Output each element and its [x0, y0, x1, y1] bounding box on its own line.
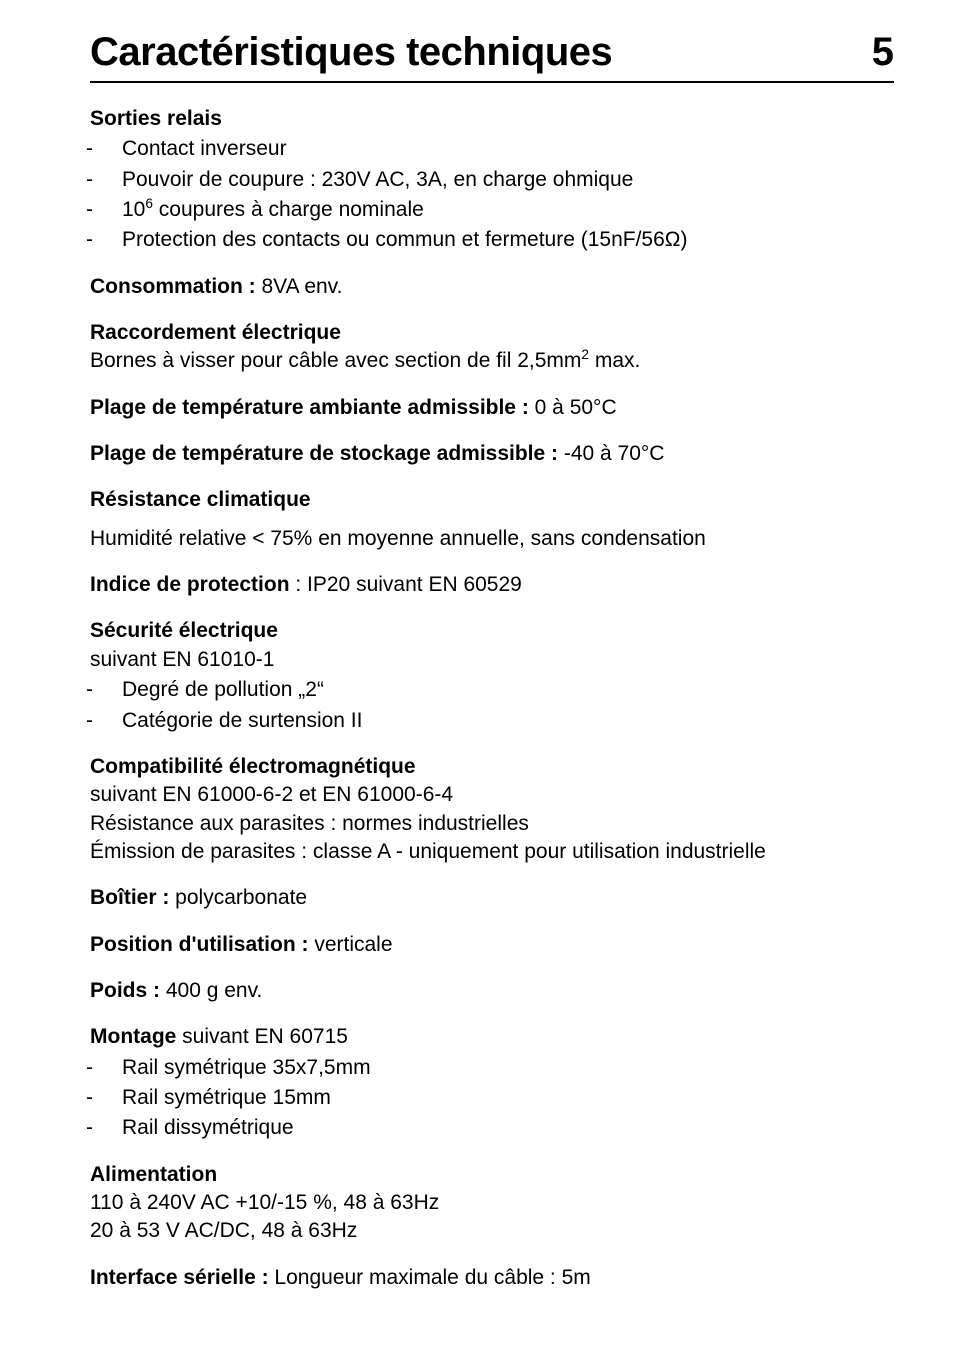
list-securite: Degré de pollution „2“ Catégorie de surt… — [90, 676, 894, 735]
list-item: Pouvoir de coupure : 230V AC, 3A, en cha… — [90, 166, 894, 194]
value: : IP20 suivant EN 60529 — [290, 573, 522, 596]
section-securite-electrique: Sécurité électrique suivant EN 61010-1 D… — [90, 617, 894, 734]
value: 400 g env. — [160, 979, 262, 1002]
list-montage: Rail symétrique 35x7,5mm Rail symétrique… — [90, 1054, 894, 1143]
list-item: Rail symétrique 35x7,5mm — [90, 1054, 894, 1082]
section-montage: Montage suivant EN 60715 Rail symétrique… — [90, 1023, 894, 1142]
label: Indice de protection — [90, 573, 290, 596]
list-item: Degré de pollution „2“ — [90, 676, 894, 704]
section-compatibilite-em: Compatibilité électromagnétique suivant … — [90, 753, 894, 866]
section-boitier: Boîtier : polycarbonate — [90, 884, 894, 912]
list-item: Contact inverseur — [90, 135, 894, 163]
section-title: Alimentation — [90, 1161, 894, 1189]
label: Consommation : — [90, 275, 256, 298]
section-line: suivant EN 61000-6-2 et EN 61000-6-4 — [90, 781, 894, 809]
label: Montage — [90, 1025, 176, 1048]
value: 0 à 50°C — [529, 396, 617, 419]
value: verticale — [308, 933, 392, 956]
list-item: Catégorie de surtension II — [90, 707, 894, 735]
section-temp-stockage: Plage de température de stockage admissi… — [90, 440, 894, 468]
section-text: Humidité relative < 75% en moyenne annue… — [90, 525, 894, 553]
value: -40 à 70°C — [558, 442, 664, 465]
list-item: Rail dissymétrique — [90, 1114, 894, 1142]
section-title: Compatibilité électromagnétique — [90, 753, 894, 781]
label: Position d'utilisation : — [90, 933, 308, 956]
label: Plage de température ambiante admissible… — [90, 396, 529, 419]
label: Interface sérielle : — [90, 1266, 269, 1289]
section-title: Résistance climatique — [90, 486, 894, 514]
page: Caractéristiques techniques 5 Sorties re… — [0, 0, 954, 1350]
section-raccordement: Raccordement électrique Bornes à visser … — [90, 319, 894, 376]
section-line: Résistance aux parasites : normes indust… — [90, 810, 894, 838]
section-consommation: Consommation : 8VA env. — [90, 273, 894, 301]
section-title: Sorties relais — [90, 105, 894, 133]
section-title: Raccordement électrique — [90, 319, 894, 347]
section-resistance-climatique: Résistance climatique Humidité relative … — [90, 486, 894, 553]
label: Plage de température de stockage admissi… — [90, 442, 558, 465]
list-item: Protection des contacts ou commun et fer… — [90, 226, 894, 254]
list-sorties-relais: Contact inverseur Pouvoir de coupure : 2… — [90, 135, 894, 254]
value: Longueur maximale du câble : 5m — [269, 1266, 591, 1289]
section-sorties-relais: Sorties relais Contact inverseur Pouvoir… — [90, 105, 894, 255]
section-title: Sécurité électrique — [90, 617, 894, 645]
section-line: Émission de parasites : classe A - uniqu… — [90, 838, 894, 866]
section-line: 20 à 53 V AC/DC, 48 à 63Hz — [90, 1217, 894, 1245]
page-title: Caractéristiques techniques — [90, 30, 612, 75]
section-indice-protection: Indice de protection : IP20 suivant EN 6… — [90, 571, 894, 599]
value: polycarbonate — [169, 886, 307, 909]
section-poids: Poids : 400 g env. — [90, 977, 894, 1005]
page-number: 5 — [872, 30, 894, 75]
section-alimentation: Alimentation 110 à 240V AC +10/-15 %, 48… — [90, 1161, 894, 1246]
page-header: Caractéristiques techniques 5 — [90, 30, 894, 83]
value: 8VA env. — [256, 275, 343, 298]
label: Poids : — [90, 979, 160, 1002]
list-item: 106 coupures à charge nominale — [90, 196, 894, 224]
section-position: Position d'utilisation : verticale — [90, 931, 894, 959]
section-text: Bornes à visser pour câble avec section … — [90, 347, 894, 375]
section-interface-serielle: Interface sérielle : Longueur maximale d… — [90, 1264, 894, 1292]
section-pretext: suivant EN 61010-1 — [90, 646, 894, 674]
section-temp-ambiante: Plage de température ambiante admissible… — [90, 394, 894, 422]
label: Boîtier : — [90, 886, 169, 909]
value: suivant EN 60715 — [176, 1025, 348, 1048]
list-item: Rail symétrique 15mm — [90, 1084, 894, 1112]
section-line: 110 à 240V AC +10/-15 %, 48 à 63Hz — [90, 1189, 894, 1217]
